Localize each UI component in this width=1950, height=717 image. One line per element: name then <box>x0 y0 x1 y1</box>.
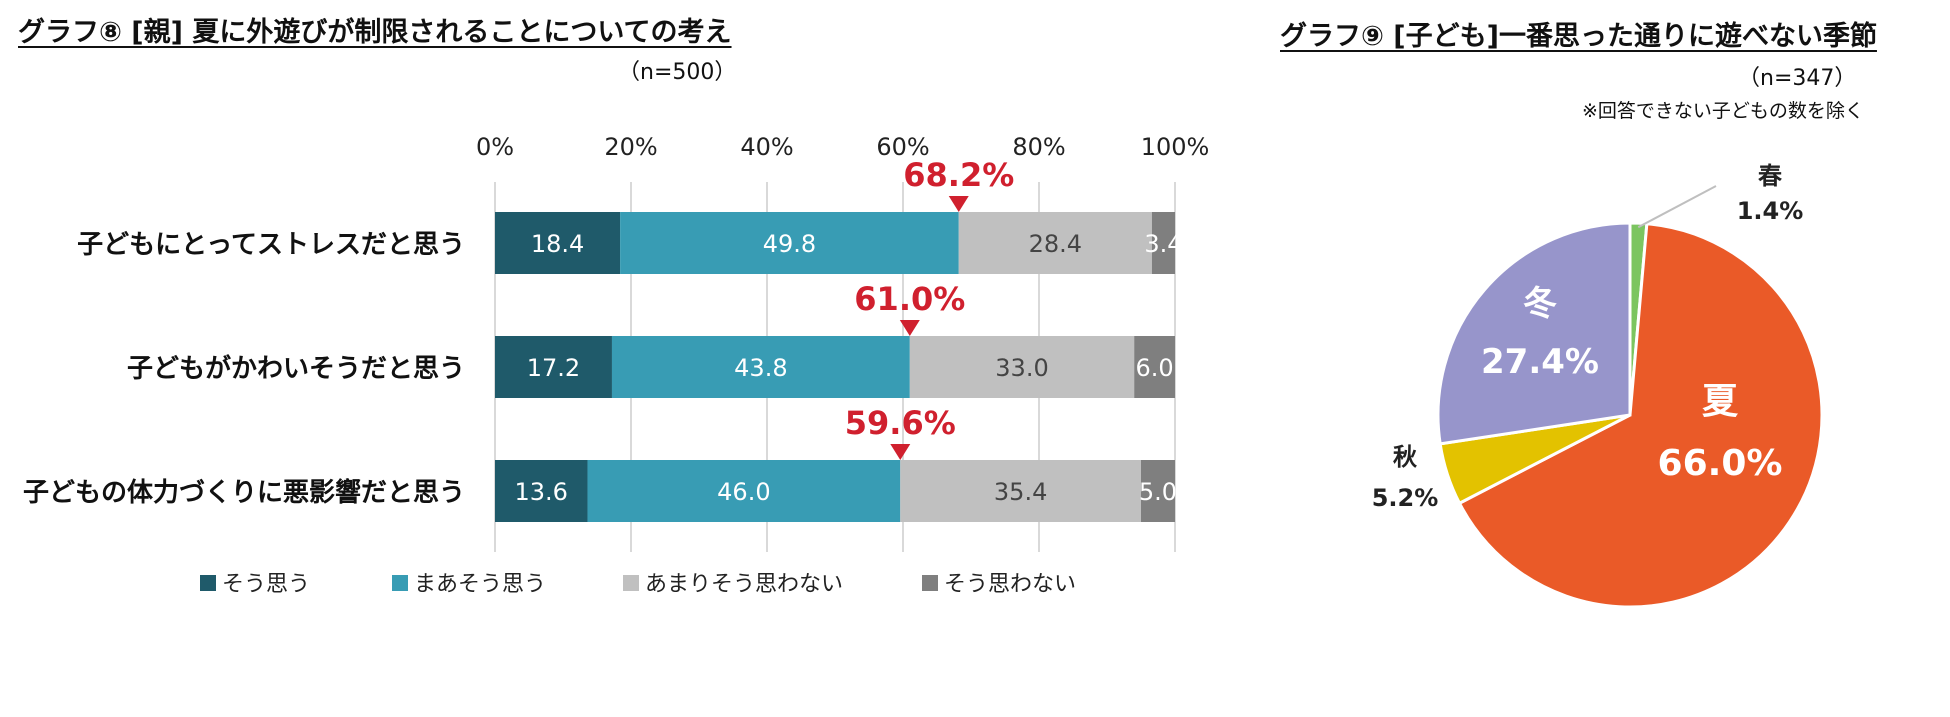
chart9-title: グラフ⑨ [子ども]一番思った通りに遊べない季節 <box>1280 21 1877 52</box>
bar-value-label: 49.8 <box>763 230 816 258</box>
bar-segment <box>900 460 1141 522</box>
slice-value: 5.2% <box>1372 484 1439 512</box>
bar-value-label: 33.0 <box>995 354 1048 382</box>
slice-label: 夏 <box>1702 381 1739 422</box>
bar-value-label: 5.0 <box>1139 478 1177 506</box>
bar-value-label: 28.4 <box>1029 230 1082 258</box>
bar-value-label: 18.4 <box>531 230 584 258</box>
bar-value-label: 17.2 <box>527 354 580 382</box>
bar-value-label: 46.0 <box>717 478 770 506</box>
legend-swatch <box>392 575 408 591</box>
leader-line <box>1637 185 1717 229</box>
stacked-bar-chart: 0% 20% 40% 60% 80% 100% 子どもにとってストレスだと思う 18.4 49.… <box>23 133 1210 597</box>
annotation-label: 61.0% <box>854 280 965 318</box>
bar-value-label: 13.6 <box>515 478 568 506</box>
bar-value-label: 43.8 <box>734 354 787 382</box>
x-tick-label: 0% <box>476 133 514 161</box>
bar-segment <box>620 212 959 274</box>
x-tick-label: 60% <box>876 133 929 161</box>
category-label: 子どもにとってストレスだと思う <box>77 230 465 260</box>
annotation-label: 68.2% <box>903 156 1014 194</box>
chart9-sample-size: （n=347） <box>1738 66 1857 91</box>
pie-slice <box>1436 221 1632 446</box>
x-tick-label: 40% <box>740 133 793 161</box>
legend-label: そう思わない <box>944 572 1076 597</box>
legend-label: あまりそう思わない <box>645 572 843 597</box>
slice-value: 1.4% <box>1737 197 1804 225</box>
bar-segment <box>958 212 1152 274</box>
slice-label: 冬 <box>1523 284 1557 324</box>
annotation-marker <box>899 320 920 336</box>
category-label: 子どもがかわいそうだと思う <box>127 353 465 384</box>
slice-label: 秋 <box>1393 443 1418 471</box>
legend-label: そう思う <box>222 572 310 597</box>
bar-value-label: 3.4 <box>1144 230 1182 258</box>
bar-segment <box>495 336 612 398</box>
bar-segment <box>1141 460 1175 522</box>
legend-label: まあそう思う <box>414 572 546 597</box>
pie-slice <box>1457 222 1824 609</box>
legend-swatch <box>623 575 639 591</box>
bar-segment <box>495 460 588 522</box>
legend-swatch <box>200 575 216 591</box>
bar-segment <box>587 460 901 522</box>
chart8-sample-size: （n=500） <box>618 60 737 85</box>
chart9-note: ※回答できない子どもの数を除く <box>1582 100 1864 122</box>
x-tick-label: 100% <box>1141 133 1210 161</box>
chart8-title: グラフ⑧ [親] 夏に外遊びが制限されることについての考え <box>18 17 732 48</box>
annotation-marker <box>948 196 969 212</box>
bar-segment <box>1151 212 1175 274</box>
bar-value-label: 35.4 <box>994 478 1047 506</box>
slice-value: 27.4% <box>1481 342 1599 382</box>
x-tick-label: 20% <box>604 133 657 161</box>
bar-segment <box>909 336 1135 398</box>
slice-label: 春 <box>1758 162 1782 190</box>
annotation-label: 59.6% <box>845 404 956 442</box>
legend-swatch <box>922 575 938 591</box>
bar-segment <box>611 336 910 398</box>
category-label: 子どもの体力づくりに悪影響だと思う <box>23 477 465 508</box>
x-tick-label: 80% <box>1012 133 1065 161</box>
bar-value-label: 6.0 <box>1136 354 1174 382</box>
annotation-marker <box>890 444 911 460</box>
bar-segment <box>1134 336 1175 398</box>
bar-segment <box>495 212 621 274</box>
slice-value: 66.0% <box>1658 443 1783 484</box>
